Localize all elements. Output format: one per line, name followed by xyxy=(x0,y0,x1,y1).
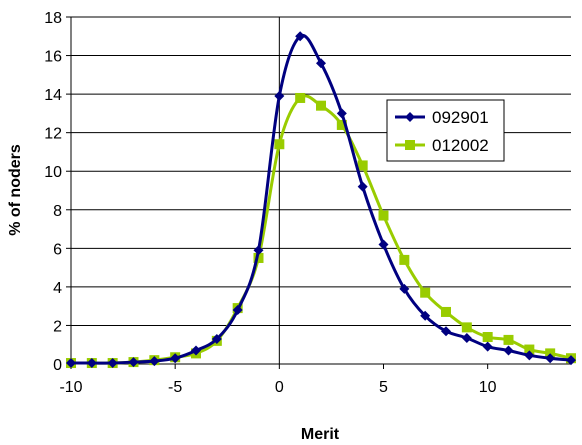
legend-marker xyxy=(405,112,415,122)
y-tick-label: 14 xyxy=(44,87,62,104)
data-point xyxy=(295,92,306,103)
y-axis-title: % of noders xyxy=(7,144,24,236)
tick-labels: 0 2 4 6 8 10 12 14 16 18 -10 -5 0 5 10 xyxy=(44,10,496,396)
data-point xyxy=(211,333,222,344)
data-point xyxy=(461,322,472,333)
data-point xyxy=(461,332,472,343)
data-point xyxy=(191,345,201,356)
y-tick-label: 2 xyxy=(53,318,62,335)
y-tick-label: 18 xyxy=(44,10,62,27)
data-point xyxy=(566,355,576,366)
data-point xyxy=(524,344,535,355)
data-point xyxy=(503,345,514,356)
data-point xyxy=(295,31,306,42)
y-tick-label: 4 xyxy=(53,280,62,297)
data-point xyxy=(399,283,410,294)
data-point xyxy=(274,139,285,150)
x-axis-title: Merit xyxy=(301,426,340,443)
y-tick-label: 8 xyxy=(53,203,62,220)
data-point xyxy=(357,181,368,192)
gridlines xyxy=(71,16,571,326)
data-point xyxy=(399,254,410,265)
y-tick-label: 16 xyxy=(44,49,62,66)
data-point xyxy=(316,58,326,69)
legend-label: 012002 xyxy=(432,136,489,155)
data-point xyxy=(357,160,368,171)
legend-label: 092901 xyxy=(432,108,489,127)
x-tick-label: -5 xyxy=(168,379,182,396)
data-point xyxy=(86,358,97,369)
data-point xyxy=(149,356,160,367)
data-point xyxy=(336,119,347,130)
y-tick-label: 0 xyxy=(53,357,62,374)
data-point xyxy=(420,287,431,298)
data-point xyxy=(232,305,243,316)
data-point xyxy=(378,210,389,221)
data-point xyxy=(420,310,431,321)
data-point xyxy=(316,100,326,111)
data-point xyxy=(170,353,181,364)
data-point xyxy=(378,239,389,250)
legend-box xyxy=(386,99,505,162)
x-tick-label: 0 xyxy=(275,379,284,396)
data-point xyxy=(524,350,535,361)
x-tick-label: 5 xyxy=(379,379,388,396)
x-tick-label: -10 xyxy=(59,379,82,396)
series-group xyxy=(66,31,576,369)
x-tick-label: 10 xyxy=(479,379,497,396)
legend-marker xyxy=(405,140,415,150)
data-point xyxy=(482,341,493,352)
data-point xyxy=(441,306,451,317)
data-point xyxy=(128,357,139,368)
data-point xyxy=(482,332,493,343)
data-point xyxy=(253,252,264,263)
data-point xyxy=(441,326,451,337)
data-point xyxy=(253,245,264,256)
y-tick-label: 12 xyxy=(44,126,62,143)
data-point xyxy=(503,334,514,345)
y-tick-label: 10 xyxy=(44,164,62,181)
legend: 092901 012002 xyxy=(386,99,505,162)
data-point xyxy=(66,358,76,369)
data-point xyxy=(107,358,118,369)
data-point xyxy=(274,91,285,102)
series-092901 xyxy=(66,31,576,369)
y-tick-label: 6 xyxy=(53,241,62,258)
data-point xyxy=(336,108,347,119)
data-point xyxy=(545,353,556,364)
